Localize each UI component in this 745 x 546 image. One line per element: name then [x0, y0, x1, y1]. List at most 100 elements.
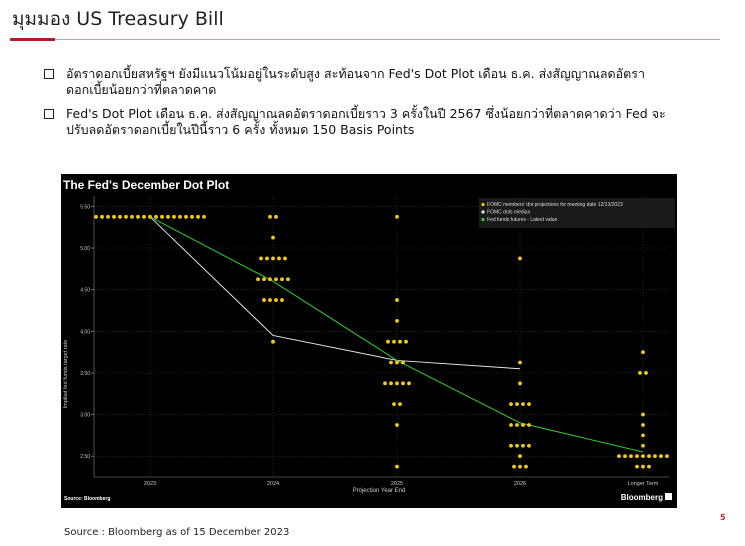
dot-point	[274, 298, 278, 302]
dot-point	[641, 464, 645, 469]
dot-point	[268, 214, 272, 219]
legend-marker	[481, 202, 485, 207]
dot-point	[271, 339, 275, 344]
checkbox-bullet-icon	[44, 109, 54, 119]
bullet-text: อัตราดอกเบี้ยสหรัฐฯ ยังมีแนวโน้มอยู่ในระ…	[66, 66, 646, 97]
y-axis-label: Implied fed funds target rate	[63, 340, 69, 408]
x-tick-label: Longer Term	[628, 481, 659, 487]
dot-point	[647, 454, 651, 459]
dot-point	[262, 277, 266, 282]
dot-point	[130, 214, 134, 219]
dot-point	[395, 381, 399, 386]
dot-point	[124, 214, 128, 219]
dot-point	[521, 443, 525, 448]
dot-point	[94, 214, 98, 219]
dot-point	[644, 371, 648, 375]
bullet-text: Fed's Dot Plot เดือน ธ.ค. ส่งสัญญาณลดอัต…	[66, 106, 666, 137]
dot-point	[395, 298, 399, 302]
y-tick-label: 5.00	[80, 246, 90, 252]
dot-point	[641, 350, 645, 355]
slide-title: มุมมอง US Treasury Bill	[12, 8, 224, 30]
bullet-item: Fed's Dot Plot เดือน ธ.ค. ส่งสัญญาณลดอัต…	[44, 106, 684, 138]
dot-point	[178, 214, 182, 219]
chart-title: The Fed's December Dot Plot	[63, 178, 229, 192]
dot-point	[518, 256, 522, 261]
dot-point	[256, 277, 260, 282]
dot-point	[184, 214, 188, 219]
dot-point	[395, 464, 399, 469]
median-line	[149, 216, 521, 370]
dot-point	[142, 214, 146, 219]
dot-point	[283, 256, 287, 261]
dot-point	[509, 423, 513, 427]
dot-point	[172, 214, 176, 219]
dot-point	[518, 464, 522, 469]
checkbox-bullet-icon	[44, 69, 54, 79]
dot-point	[527, 423, 531, 427]
dot-point	[527, 402, 531, 407]
dot-point	[641, 423, 645, 427]
dot-point	[389, 360, 393, 365]
dot-point	[392, 339, 396, 344]
x-tick-label: 2024	[267, 481, 279, 487]
dot-point	[524, 464, 528, 469]
legend-label: Fed funds futures - Latest value	[487, 217, 558, 223]
dot-point	[100, 214, 104, 219]
dot-point	[521, 402, 525, 407]
dot-point	[629, 454, 633, 459]
dot-point	[268, 298, 272, 302]
dot-point	[395, 423, 399, 427]
title-rule-accent	[10, 38, 55, 41]
bloomberg-logo: Bloomberg	[621, 493, 663, 502]
dot-point	[383, 381, 387, 386]
dot-point	[512, 464, 516, 469]
dot-plot-chart: 2.50 3.00 3.50 4.00 4.50 5.00 5.50 2023 2024 2025…	[61, 174, 677, 508]
dot-point	[647, 464, 651, 469]
dot-point	[617, 454, 621, 459]
dot-point	[271, 235, 275, 240]
legend-box	[479, 198, 675, 228]
legend-marker	[481, 217, 485, 222]
x-axis-label: Projection Year End	[353, 488, 406, 494]
dot-point	[277, 256, 281, 261]
y-tick-label: 2.50	[80, 454, 90, 460]
legend-marker	[481, 210, 485, 214]
dot-point	[392, 402, 396, 407]
dot-point	[515, 402, 519, 407]
dot-point	[280, 298, 284, 302]
dot-point	[641, 412, 645, 417]
y-tick-label: 3.50	[80, 371, 90, 377]
dot-point	[395, 214, 399, 219]
dot-point	[274, 277, 278, 282]
dot-point	[509, 402, 513, 407]
x-tick-label: 2023	[144, 481, 156, 487]
source-note: Source : Bloomberg as of 15 December 202…	[64, 527, 290, 538]
dot-point	[190, 214, 194, 219]
dot-point	[398, 402, 402, 407]
dot-point	[271, 256, 275, 261]
futures-line	[149, 216, 644, 453]
dot-point	[515, 443, 519, 448]
dot-point	[389, 381, 393, 386]
dot-point	[265, 256, 269, 261]
bloomberg-logo-icon	[665, 493, 672, 500]
dot-point	[641, 443, 645, 448]
dot-point	[202, 214, 206, 219]
dot-point	[401, 360, 405, 365]
dot-point	[623, 454, 627, 459]
dot-point	[386, 339, 390, 344]
x-tick-label: 2026	[514, 481, 526, 487]
dot-point	[407, 381, 411, 386]
dot-point	[635, 464, 639, 469]
bullet-list: อัตราดอกเบี้ยสหรัฐฯ ยังมีแนวโน้มอยู่ในระ…	[44, 66, 684, 146]
dot-point	[659, 454, 663, 459]
dot-point	[136, 214, 140, 219]
dot-point	[404, 339, 408, 344]
dot-point	[118, 214, 122, 219]
dot-point	[154, 214, 158, 219]
dot-point	[274, 214, 278, 219]
bullet-item: อัตราดอกเบี้ยสหรัฐฯ ยังมีแนวโน้มอยู่ในระ…	[44, 66, 684, 98]
dot-point	[509, 443, 513, 448]
dot-point	[641, 454, 645, 459]
dot-point	[521, 423, 525, 427]
